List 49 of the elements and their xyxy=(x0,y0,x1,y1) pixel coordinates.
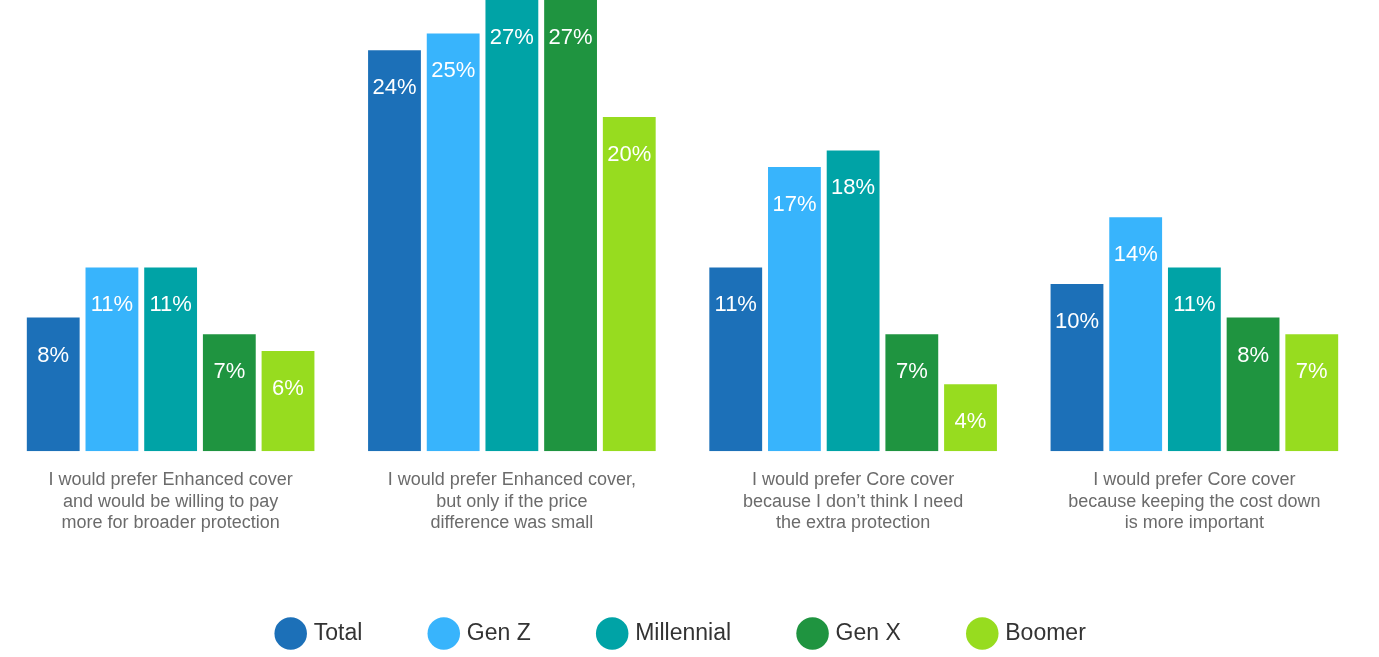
data-label: 14% xyxy=(1113,241,1158,267)
data-label: 25% xyxy=(431,57,476,83)
legend-label: Boomer xyxy=(1005,618,1087,645)
data-label: 11% xyxy=(1173,291,1216,317)
bar xyxy=(1050,284,1104,452)
data-label: 11% xyxy=(149,291,192,317)
bar xyxy=(85,267,139,452)
data-label: 4% xyxy=(954,408,987,434)
bar xyxy=(768,167,821,452)
bar xyxy=(202,334,256,452)
bar xyxy=(1109,217,1163,452)
x-tick-label: I would prefer Core cover because keeping the cost down is more important xyxy=(1068,468,1321,533)
data-label: 11% xyxy=(90,291,134,317)
bar xyxy=(426,33,480,452)
bar xyxy=(144,267,198,452)
data-label: 24% xyxy=(372,74,417,100)
data-label: 27% xyxy=(548,24,593,50)
bar xyxy=(885,334,939,452)
bar xyxy=(709,267,763,452)
bar xyxy=(1167,267,1221,452)
data-label: 20% xyxy=(607,141,652,167)
data-label: 6% xyxy=(272,375,304,400)
bar xyxy=(544,0,597,452)
bar xyxy=(826,150,880,452)
x-tick-label: I would prefer Core cover because I don’t think I need the extra protection xyxy=(743,468,964,533)
data-label: 7% xyxy=(895,358,928,384)
data-label: 8% xyxy=(37,341,70,367)
legend-label: Gen X xyxy=(835,618,901,645)
legend-label: Total xyxy=(313,618,363,645)
bar xyxy=(485,0,539,452)
bar xyxy=(261,350,315,452)
bar xyxy=(1285,334,1339,452)
data-label: 10% xyxy=(1054,308,1100,334)
data-label: 17% xyxy=(772,191,817,217)
x-tick-label: I would prefer Enhanced cover and would be willing to pay more for broader protection xyxy=(48,468,293,533)
data-label: 27% xyxy=(489,24,534,50)
legend-label: Millennial xyxy=(635,618,732,645)
data-label: 7% xyxy=(213,358,246,384)
bar xyxy=(1226,317,1280,452)
bar xyxy=(368,50,421,452)
legend-label: Gen Z xyxy=(466,618,531,645)
bar xyxy=(26,317,80,452)
bar xyxy=(602,116,656,452)
bar xyxy=(944,384,997,452)
x-tick-label: I would prefer Enhanced cover, but only if the price difference was small xyxy=(387,468,636,533)
data-label: 8% xyxy=(1237,341,1269,367)
data-label: 7% xyxy=(1295,358,1328,384)
data-label: 18% xyxy=(831,174,876,200)
data-label: 11% xyxy=(714,291,757,317)
